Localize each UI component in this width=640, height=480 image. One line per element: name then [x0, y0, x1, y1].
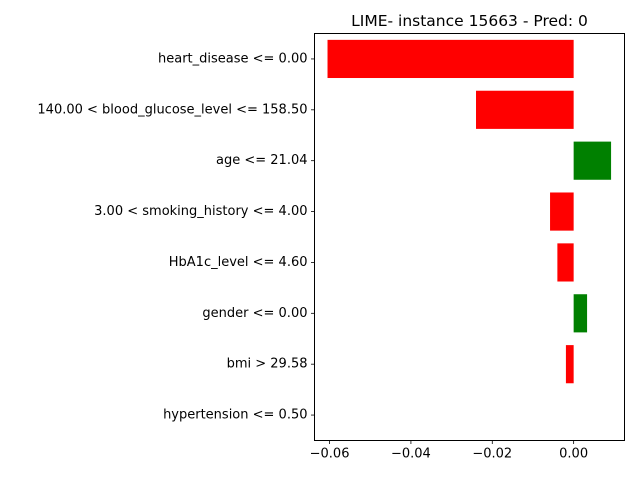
bar-0 — [327, 39, 574, 79]
y-tick-label: heart_disease <= 0.00 — [158, 51, 308, 66]
plot-frame — [314, 33, 625, 441]
bar-2 — [573, 141, 612, 180]
y-tick-label: hypertension <= 0.50 — [163, 408, 307, 423]
y-tick-label: age <= 21.04 — [216, 153, 307, 168]
bar-6 — [565, 345, 574, 384]
x-axis-ticks: −0.06 −0.04 −0.02 0.00 — [310, 440, 588, 462]
bar-5 — [573, 294, 588, 333]
y-tick-label: bmi > 29.58 — [227, 357, 308, 372]
bar-3 — [550, 192, 574, 231]
chart-title: LIME- instance 15663 - Pred: 0 — [351, 12, 588, 30]
y-tick-label: 3.00 < smoking_history <= 4.00 — [94, 204, 307, 219]
y-tick-label: HbA1c_level <= 4.60 — [169, 255, 308, 270]
bar-1 — [476, 90, 574, 129]
y-tick-label: gender <= 0.00 — [202, 306, 307, 321]
x-tick-label: 0.00 — [559, 447, 588, 462]
bar-group — [327, 39, 612, 384]
x-tick-label: −0.02 — [472, 447, 512, 462]
bar-4 — [557, 243, 574, 282]
x-tick-label: −0.06 — [310, 447, 350, 462]
x-tick-label: −0.04 — [391, 447, 431, 462]
y-axis-ticks: heart_disease <= 0.00 140.00 < blood_gluc… — [37, 51, 315, 423]
y-tick-label: 140.00 < blood_glucose_level <= 158.50 — [37, 102, 307, 117]
